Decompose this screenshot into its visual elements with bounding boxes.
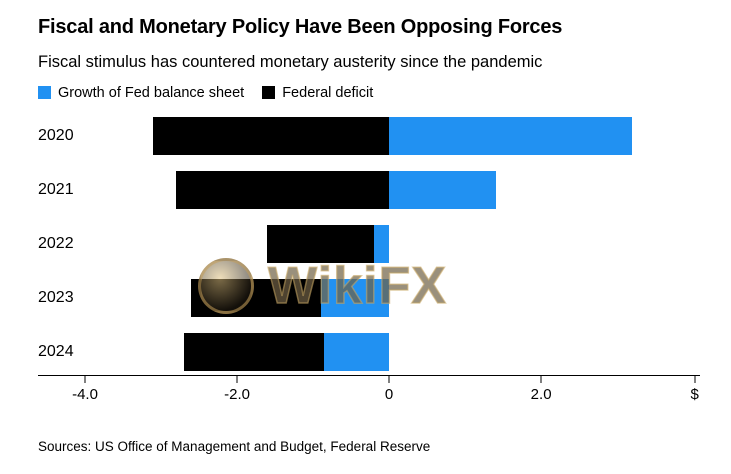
- bar-track: [85, 332, 700, 371]
- axis-tick-label: -2.0: [224, 385, 250, 403]
- legend-label: Federal deficit: [282, 84, 374, 101]
- x-axis: -4.0 -2.0 0 2.0 $: [38, 374, 700, 405]
- legend-swatch: [38, 86, 51, 100]
- category-label: 2024: [38, 342, 74, 360]
- axis-tick: [84, 375, 86, 383]
- axis-tick-label: $: [690, 385, 699, 403]
- category-label: 2023: [38, 288, 74, 306]
- bar-segment: [176, 170, 390, 209]
- axis-tick: [388, 375, 390, 383]
- bar-segment: [183, 332, 325, 371]
- bar-segment: [324, 332, 390, 371]
- chart-title: Fiscal and Monetary Policy Have Been Opp…: [38, 16, 563, 38]
- category-label: 2021: [38, 180, 74, 198]
- axis-tick: [694, 375, 696, 383]
- bar-track: [85, 278, 700, 317]
- legend-item: Growth of Fed balance sheet: [38, 85, 244, 101]
- axis-track: -4.0 -2.0 0 2.0 $: [72, 375, 700, 405]
- axis-tick-label: -4.0: [72, 385, 98, 403]
- bar-row: 2022: [38, 224, 700, 263]
- bar-row: 2020: [38, 116, 700, 155]
- bar-segment: [373, 224, 390, 263]
- chart-subtitle: Fiscal stimulus has countered monetary a…: [38, 53, 543, 71]
- legend: Growth of Fed balance sheet Federal defic…: [38, 85, 700, 101]
- bar-segment: [191, 278, 321, 317]
- bar-segment: [320, 278, 390, 317]
- bar-track: [85, 224, 700, 263]
- bar-segment: [267, 224, 374, 263]
- axis-tick: [540, 375, 542, 383]
- plot-area: 2020 2021 2022 2023 2024: [38, 116, 700, 371]
- bar-row: 2024: [38, 332, 700, 371]
- axis-tick: [236, 375, 238, 383]
- axis-tick-label: 2.0: [530, 385, 552, 403]
- bar-row: 2021: [38, 170, 700, 209]
- category-label: 2020: [38, 126, 74, 144]
- sources-note: Sources: US Office of Management and Bud…: [38, 438, 431, 454]
- bar-segment: [153, 116, 390, 155]
- bar-track: [85, 170, 700, 209]
- legend-swatch: [262, 86, 276, 100]
- axis-tick-label: 0: [384, 385, 394, 403]
- bar-row: 2023: [38, 278, 700, 317]
- legend-label: Growth of Fed balance sheet: [58, 84, 245, 101]
- category-label: 2022: [38, 234, 74, 252]
- bar-track: [85, 116, 700, 155]
- legend-item: Federal deficit: [262, 85, 373, 101]
- bar-segment: [389, 170, 496, 209]
- bar-segment: [389, 116, 633, 155]
